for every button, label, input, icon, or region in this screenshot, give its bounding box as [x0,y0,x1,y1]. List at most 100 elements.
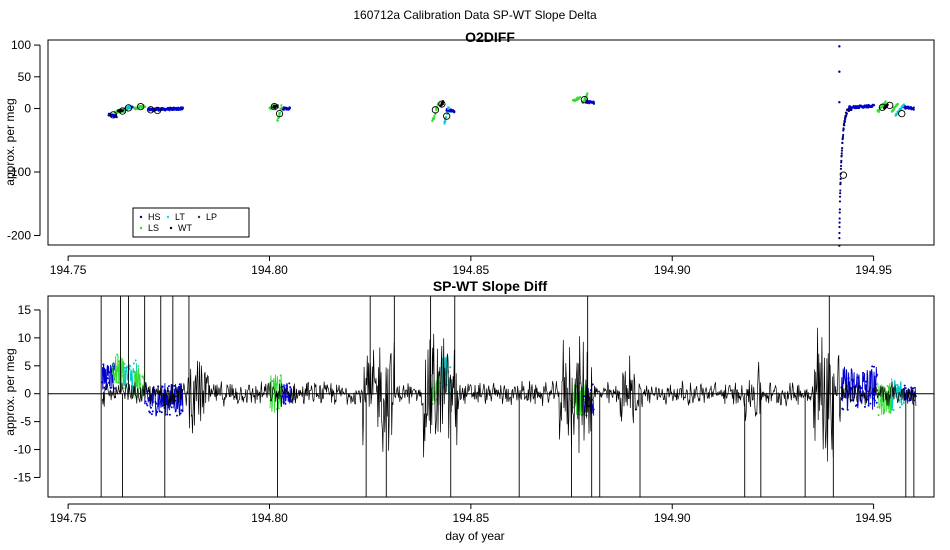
data-point [880,399,883,402]
data-point [838,237,841,240]
data-point [840,152,843,155]
data-point [873,399,876,402]
top-panel: O2DIFF approx. per meg 194.75 194.80 194.8… [3,29,935,277]
top-plot-frame [47,39,935,246]
data-point [154,400,157,403]
data-point [126,382,129,385]
legend-swatch-ls [139,226,143,230]
data-point [142,376,145,379]
data-point [578,97,581,100]
bottom-panel: SP-WT Slope Diff approx. per meg day of … [3,278,935,543]
data-point [843,124,846,127]
data-point [280,104,283,107]
data-point [139,382,142,385]
data-point [912,387,915,390]
data-point [572,406,575,409]
data-point [838,100,841,104]
data-point [132,362,135,365]
data-point [579,95,582,99]
series-hs-spike [838,106,853,247]
legend-swatch-hs [139,215,143,219]
data-point [865,390,868,393]
y-tick-label: 100 [11,38,31,52]
data-point [910,386,913,389]
data-point [166,413,169,416]
data-point [592,101,595,104]
series-hs [107,99,915,119]
bottom-panel-title: SP-WT Slope Diff [433,278,548,294]
data-point [170,406,173,409]
data-point [869,402,872,405]
bottom-plot-frame [47,295,935,498]
data-point [149,406,152,409]
legend-box [132,207,250,238]
y-tick-label: -15 [14,470,32,484]
data-point [114,387,117,390]
data-point [115,380,118,383]
x-axis-label: day of year [445,529,504,543]
data-point [838,221,841,224]
legend-label-ls: LS [148,223,159,233]
data-point [864,380,867,383]
data-point [839,164,843,168]
data-point [845,114,848,117]
colored-series-line [144,382,184,417]
data-point [121,109,125,112]
y-tick-label: 50 [18,70,32,84]
data-point [161,385,164,388]
data-point [282,108,285,111]
mean-marker [124,104,133,112]
data-point [281,385,284,388]
data-point [444,361,447,364]
data-point [841,147,844,150]
data-point [896,384,899,387]
data-point [285,384,288,387]
x-tick-label: 194.90 [654,511,691,525]
data-point [856,376,859,379]
data-point [875,401,878,404]
data-point [838,225,841,229]
mean-marker [270,102,278,111]
data-point [846,408,849,411]
x-tick-label: 194.95 [855,511,892,525]
data-point [867,404,870,407]
data-point [872,397,875,400]
data-point [102,363,105,366]
x-tick-label: 194.85 [453,263,490,277]
data-point [167,385,170,388]
data-point [870,373,873,376]
data-point [871,365,874,368]
data-point [838,208,841,211]
data-point [453,111,456,114]
data-point [900,403,903,406]
data-point [181,410,184,413]
data-point [892,408,895,411]
top-axes: 194.75 194.80 194.85 194.90 194.95 100 50 0 -100… [7,38,892,277]
data-point [278,379,281,382]
data-point [841,141,844,144]
data-point [143,105,147,108]
series-lt [125,103,906,125]
series-hs-outliers [838,45,841,104]
data-point [277,407,280,410]
y-tick-label: 10 [18,331,32,345]
mean-marker [118,107,127,115]
data-point [271,380,274,383]
x-tick-label: 194.80 [251,263,288,277]
data-point [839,167,843,170]
data-point [121,370,124,373]
data-point [847,377,850,380]
data-point [276,119,279,122]
data-point [179,412,182,415]
series-ls [113,92,899,123]
data-point [116,353,119,356]
data-point [893,107,896,111]
figure-title: 160712a Calibration Data SP-WT Slope Del… [353,8,597,22]
data-point [165,403,168,406]
data-point [108,371,111,374]
mean-marker [839,171,848,179]
x-tick-label: 194.85 [453,511,490,525]
data-point [117,381,120,384]
data-point [898,399,901,402]
data-point [852,385,855,388]
